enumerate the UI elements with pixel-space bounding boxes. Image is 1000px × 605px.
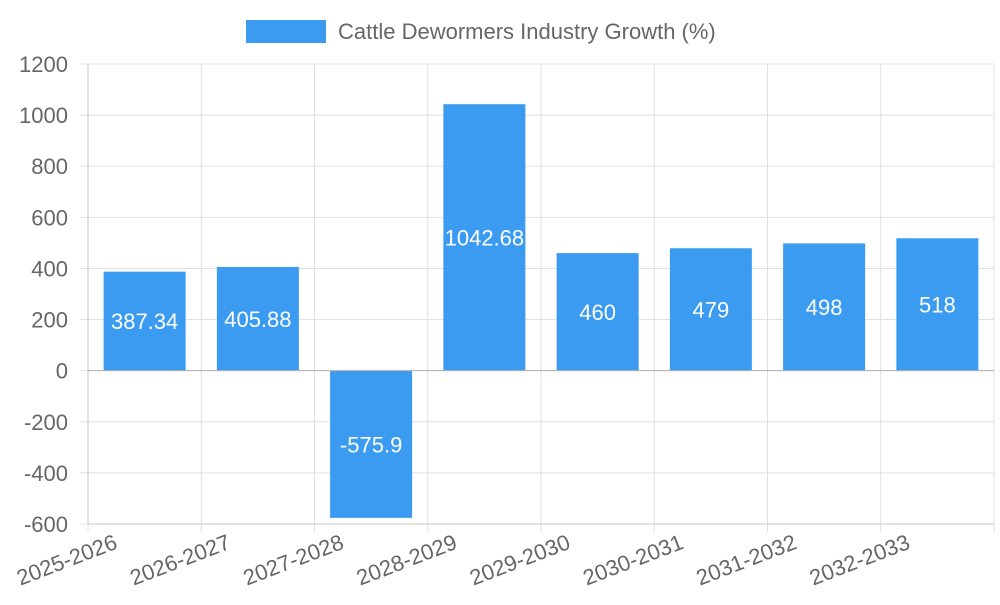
y-tick-label: 1000 — [19, 103, 68, 128]
x-tick-label: 2028-2029 — [353, 529, 460, 590]
bar-value-label: 1042.68 — [445, 225, 525, 250]
x-tick-label: 2031-2032 — [693, 529, 800, 590]
bars — [103, 104, 979, 518]
bar-2032-2033[interactable] — [896, 238, 979, 371]
x-tick-label: 2029-2030 — [466, 529, 573, 590]
legend[interactable]: Cattle Dewormers Industry Growth (%) — [246, 19, 716, 44]
bar-2025-2026[interactable] — [103, 271, 186, 371]
y-tick-label: 400 — [31, 256, 68, 281]
bar-value-label: 518 — [919, 292, 956, 317]
y-axis-ticks: 1200 1000 800 600 400 200 0 -200 -400 -600 — [19, 52, 68, 537]
bar-value-label: 405.88 — [224, 307, 291, 332]
bar-value-label: 498 — [806, 295, 843, 320]
legend-swatch[interactable] — [246, 20, 326, 43]
x-tick-label: 2026-2027 — [126, 529, 233, 590]
bar-value-label: 387.34 — [111, 309, 178, 334]
bar-2027-2028[interactable] — [330, 370, 413, 518]
x-tick-label: 2025-2026 — [13, 529, 120, 590]
y-tick-label: -600 — [24, 512, 68, 537]
y-tick-label: 200 — [31, 308, 68, 333]
y-tick-label: 1200 — [19, 52, 68, 77]
bar-2026-2027[interactable] — [216, 266, 299, 371]
x-tick-label: 2032-2033 — [806, 529, 913, 590]
axes — [87, 64, 994, 525]
y-tick-label: 0 — [56, 359, 68, 384]
bar-2031-2032[interactable] — [783, 243, 866, 371]
bar-2028-2029[interactable] — [443, 104, 526, 371]
data-labels: 387.34 405.88 -575.9 1042.68 460 479 498 518 — [111, 225, 956, 457]
y-tick-label: 600 — [31, 205, 68, 230]
y-tick-label: 800 — [31, 154, 68, 179]
x-axis-ticks: 2025-2026 2026-2027 2027-2028 2028-2029 2029… — [13, 529, 913, 590]
x-tick-label: 2027-2028 — [240, 529, 347, 590]
bar-value-label: 460 — [579, 300, 616, 325]
bar-value-label: -575.9 — [340, 432, 402, 457]
legend-label[interactable]: Cattle Dewormers Industry Growth (%) — [338, 19, 716, 44]
x-tick-label: 2030-2031 — [579, 529, 686, 590]
bar-2030-2031[interactable] — [669, 248, 752, 371]
bar-2029-2030[interactable] — [556, 253, 639, 371]
bar-value-label: 479 — [693, 297, 730, 322]
y-tick-label: -200 — [24, 410, 68, 435]
y-tick-label: -400 — [24, 461, 68, 486]
